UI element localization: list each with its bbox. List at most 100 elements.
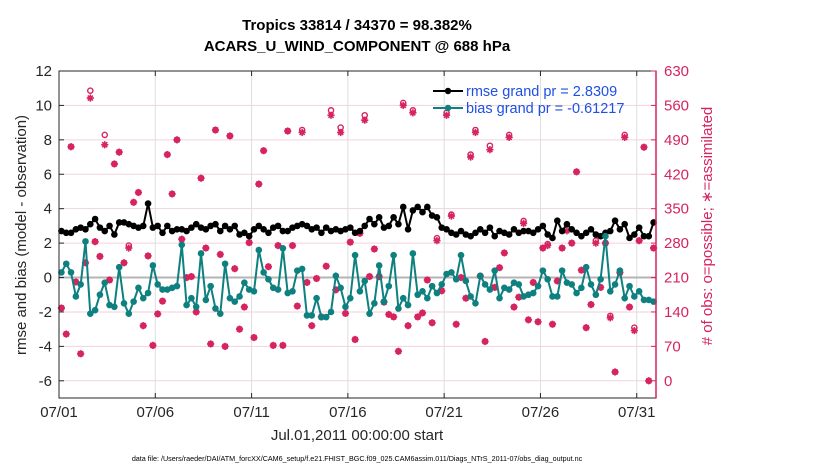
x-tick-label: 07/21 <box>425 404 463 421</box>
rmse-point <box>635 224 643 231</box>
y-tick-label-right: 0 <box>664 373 672 390</box>
rmse-point <box>606 227 614 235</box>
bias-point <box>173 282 181 290</box>
obs-assimilated-marker <box>293 302 301 310</box>
obs-assimilated-marker <box>361 116 369 124</box>
asterisk-center <box>266 264 271 269</box>
asterisk-center <box>246 240 252 245</box>
y-tick-label-left: -2 <box>39 304 52 321</box>
obs-assimilated-marker <box>606 314 614 322</box>
asterisk-center <box>222 344 228 349</box>
obs-assimilated-marker <box>370 245 378 253</box>
asterisk-center <box>646 378 651 383</box>
obs-assimilated-marker <box>226 132 234 140</box>
asterisk-center <box>502 250 507 256</box>
bias-point <box>67 269 75 276</box>
x-tick-label: 07/26 <box>522 404 560 421</box>
bias-point <box>197 250 205 257</box>
y-tick-label-left: 6 <box>44 166 52 183</box>
asterisk-center <box>458 275 464 280</box>
asterisk-center <box>391 314 396 320</box>
rmse-point <box>279 227 287 235</box>
obs-assimilated-marker <box>558 244 566 252</box>
legend-rmse-label: rmse grand pr = 2.8309 <box>466 84 617 100</box>
bias-point <box>486 286 494 293</box>
obs-assimilated-marker <box>139 322 147 330</box>
bias-point <box>496 294 503 302</box>
bias-point <box>178 241 186 249</box>
asterisk-center <box>574 169 579 175</box>
bias-point <box>419 287 426 295</box>
asterisk-center <box>367 274 372 279</box>
obs-assimilated-marker <box>495 264 504 272</box>
obs-assimilated-marker <box>640 143 648 151</box>
obs-assimilated-marker <box>341 309 350 318</box>
bias-point <box>424 294 431 302</box>
bias-point <box>322 313 330 321</box>
asterisk-center <box>107 277 112 283</box>
asterisk-center <box>155 311 160 317</box>
y-tick-label-right: 350 <box>664 201 689 218</box>
bias-point <box>139 294 147 302</box>
bias-point <box>192 303 200 311</box>
rmse-point <box>414 203 421 211</box>
bias-point <box>356 287 364 295</box>
obs-assimilated-marker <box>645 377 653 385</box>
asterisk-center <box>564 228 570 234</box>
bias-point <box>558 267 566 274</box>
obs-assimilated-marker <box>467 153 475 161</box>
rmse-point <box>366 215 373 223</box>
rmse-point <box>443 226 450 233</box>
bias-series <box>58 232 657 321</box>
rmse-point <box>154 222 161 230</box>
rmse-point <box>274 222 282 230</box>
asterisk-center <box>112 161 117 167</box>
asterisk-center <box>68 144 74 149</box>
asterisk-center <box>150 343 156 348</box>
obs-assimilated-marker <box>245 239 253 247</box>
bias-point <box>626 282 633 290</box>
rmse-point <box>505 231 513 238</box>
obs-assimilated-marker <box>351 335 359 344</box>
obs-assimilated-marker <box>125 244 133 252</box>
asterisk-center <box>160 298 165 304</box>
obs-assimilated-marker <box>240 303 248 311</box>
obs-assimilated-marker <box>399 101 407 110</box>
rmse-point <box>409 207 417 214</box>
bias-point <box>183 301 190 309</box>
rmse-point <box>534 226 542 233</box>
rmse-point <box>212 220 219 228</box>
bias-point <box>216 310 224 317</box>
obs-assimilated-marker <box>57 304 66 312</box>
bias-point <box>279 244 287 252</box>
obs-assimilated-marker <box>207 340 215 348</box>
x-axis-ticks: 07/01 07/06 07/11 07/16 07/21 07/26 07/31 <box>40 71 656 421</box>
obs-assimilated-marker <box>418 309 427 317</box>
bias-point <box>144 289 152 297</box>
y-tick-label-left: 8 <box>44 132 52 149</box>
obs-assimilated-marker <box>101 141 109 149</box>
asterisk-center <box>593 240 599 246</box>
rmse-point <box>558 227 566 235</box>
rmse-point <box>115 219 123 226</box>
obs-assimilated-marker <box>447 212 455 220</box>
obs-assimilated-marker <box>577 266 585 274</box>
asterisk-center <box>473 130 478 135</box>
rmse-point <box>395 220 402 228</box>
bias-point <box>428 282 436 290</box>
bias-point <box>188 294 195 302</box>
obs-assimilated-marker <box>284 127 292 135</box>
asterisk-center <box>579 267 584 273</box>
rmse-point <box>539 222 547 230</box>
bias-point <box>481 281 489 288</box>
bias-point <box>611 281 619 288</box>
asterisk-center <box>237 326 242 332</box>
asterisk-center <box>492 285 497 290</box>
bias-point <box>289 287 296 295</box>
rmse-point <box>452 231 460 238</box>
rmse-point <box>221 222 229 230</box>
asterisk-center <box>73 279 79 285</box>
rmse-point <box>86 220 94 228</box>
rmse-point <box>245 232 253 240</box>
y-tick-label-right: 140 <box>664 304 689 321</box>
